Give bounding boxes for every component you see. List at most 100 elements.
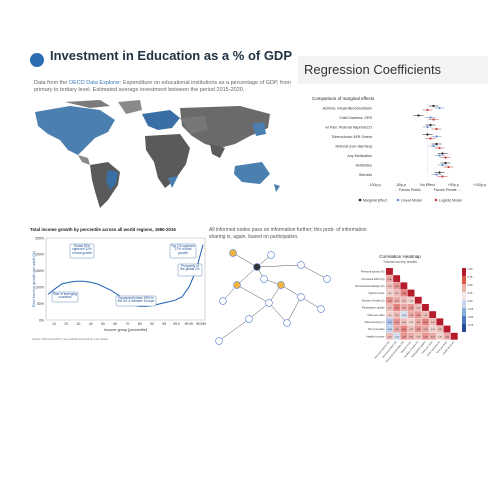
heatmap-cell-value: 0.40 (417, 329, 421, 331)
heatmap-cell-value: 0.50 (395, 308, 399, 310)
heatmap-cell (393, 289, 401, 297)
effect-point (435, 142, 438, 146)
heatmap-row-label: Class learning (n) (364, 320, 384, 324)
heatmap-cell-value: 0.50 (402, 329, 406, 331)
heatmap-cell (386, 268, 393, 275)
heatmap-cell-value: 0.20 (424, 315, 428, 317)
network-node (215, 337, 223, 345)
plot-frame (45, 237, 206, 321)
network-node (323, 275, 331, 283)
heatmap-cell-value: 0.40 (388, 300, 392, 302)
forest-plot: Comparison of marginal effects Asthma: In… (312, 96, 487, 203)
heatmap-row-label: Perceived effort (%) (362, 277, 385, 281)
heatmap-cell-value: 0.10 (388, 315, 392, 317)
heatmap-cell (400, 332, 408, 340)
map-title: Investment in Education as a % of GDP (50, 48, 292, 63)
effect-point (435, 135, 438, 138)
heatmap-cell-value: -0.10 (395, 336, 399, 338)
heatmap-row-label: Health tip score (366, 334, 385, 338)
heatmap-cell (393, 282, 401, 290)
income-xtick: 50 (101, 322, 105, 326)
network-edge (300, 264, 328, 280)
income-xtick: 10 (52, 322, 56, 326)
effect-point (435, 173, 438, 176)
network-edge (256, 264, 302, 268)
network-node (260, 275, 268, 283)
income-source: Source: WID.world (2017). See wir2018.wi… (32, 337, 109, 341)
legend-marker (396, 198, 400, 202)
income-xtick: 80 (138, 322, 142, 326)
heatmap-cell-value: 0.40 (424, 336, 428, 338)
colorbar-segment (462, 284, 466, 292)
heatmap-cell (443, 332, 451, 340)
heatmap-cell (386, 296, 393, 304)
heatmap-cell-value: 0.30 (402, 308, 406, 310)
heatmap-cell (407, 325, 415, 333)
heatmap-cell (422, 332, 429, 340)
colorbar-tick: 0.50 (468, 284, 473, 287)
heatmap-cell (407, 304, 415, 311)
heatmap-cell (386, 325, 393, 333)
forest-row-label: Child Diarrhea: ORS (339, 116, 372, 120)
heatmap-cell (393, 311, 401, 319)
regression-header: Regression Coefficients (298, 56, 488, 84)
oecd-data-explorer-link[interactable]: OECD Data Explorer (68, 80, 120, 86)
annotation-bottom-90-box (115, 295, 157, 307)
annotation-global-50-box (69, 243, 95, 259)
heatmap-cell (386, 282, 393, 290)
network-node (253, 263, 261, 271)
heatmap-title: Correlation Heatmap (379, 254, 421, 259)
heatmap-subtitle: Tutorial survey results (383, 260, 417, 264)
heatmap-cell-value: 0.30 (409, 315, 413, 317)
income-ytick: 100% (35, 286, 44, 290)
heatmap-cell-value: 0.30 (388, 279, 392, 281)
heatmap-cell (422, 311, 429, 319)
heatmap-cell (386, 332, 393, 340)
heatmap-cell-value: 0.10 (438, 336, 442, 338)
heatmap-row-label: Opinion score (368, 291, 385, 295)
network-edge (268, 302, 288, 324)
heatmap-cell (436, 332, 444, 340)
heatmap-cell-value: 0.20 (388, 336, 392, 338)
heatmap-cell (393, 325, 401, 333)
effect-point (417, 114, 420, 117)
heatmap-cell-value: -0.10 (402, 315, 406, 317)
colorbar-segment (462, 316, 466, 324)
heatmap-cell-value: 0.20 (388, 308, 392, 310)
legend-marker (434, 198, 438, 202)
network-node (265, 299, 273, 307)
income-xtick: 20 (64, 322, 68, 326)
heatmap-row-label: Personal activity (%) (361, 270, 385, 274)
legend-label: Marginal Effect (363, 199, 387, 203)
network-node (283, 319, 291, 327)
heatmap-cell (393, 296, 401, 304)
network-node (219, 297, 227, 305)
annotation-top-1-box (169, 243, 197, 259)
annotation-prosperity: Prosperity of the global 1% (180, 264, 199, 271)
heatmap-cell-value: -0.20 (387, 329, 391, 331)
heatmap-cell (436, 325, 444, 333)
heatmap-cell-value: 0.50 (402, 293, 406, 295)
heatmap-cell (386, 304, 393, 311)
heatmap-cell-value: 0.20 (402, 322, 406, 324)
colorbar-segment (462, 276, 466, 284)
heatmap-cell (407, 289, 415, 297)
heatmap-cell-value: 0.20 (438, 329, 442, 331)
colorbar-tick: 0.25 (468, 292, 473, 295)
effect-point (429, 137, 432, 140)
heatmap-cell-value: 0.10 (409, 300, 413, 302)
heatmap-cell (400, 304, 408, 311)
colorbar-segment (462, 300, 466, 308)
heatmap-cell (386, 311, 393, 319)
forest-row-label: Steroids (359, 173, 372, 177)
heatmap-cell (400, 318, 408, 326)
heatmap-cell (400, 296, 408, 304)
heatmap-cell (393, 318, 401, 326)
colorbar-segment (462, 308, 466, 316)
annotation-prosperity-box (177, 263, 203, 277)
heatmap-cell (429, 325, 437, 333)
heatmap-cell (386, 275, 393, 283)
heatmap-cell-value: 0.40 (395, 286, 399, 288)
effect-point (432, 104, 435, 108)
heatmap-cell (443, 325, 451, 333)
